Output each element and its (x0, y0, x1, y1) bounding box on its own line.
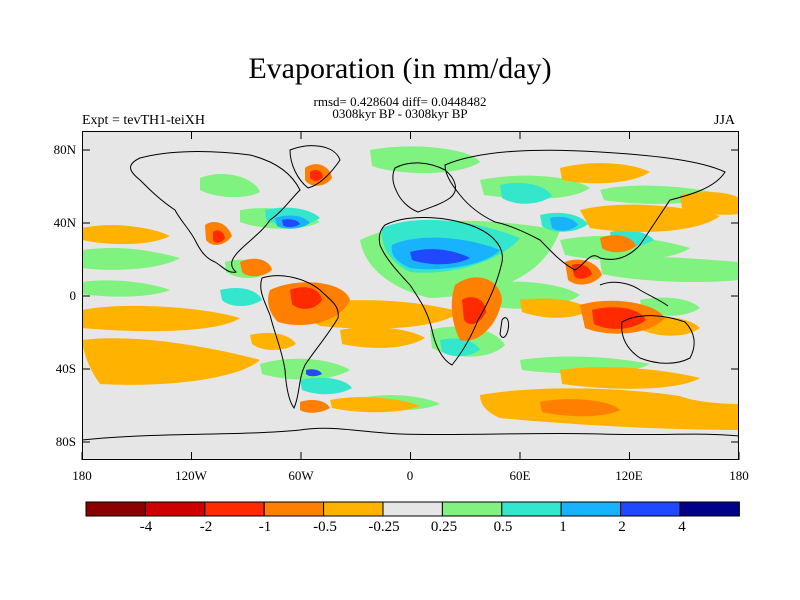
colorbar-label: -0.25 (368, 519, 400, 535)
colorbar-label: -4 (139, 519, 153, 535)
stats-subtitle: rmsd= 0.428604 diff= 0.0448482 (313, 94, 487, 109)
south-america-coastline (260, 275, 339, 409)
africa-coastline (378, 217, 503, 366)
colorbar-label: 4 (678, 519, 686, 535)
colorbar-label: -1 (258, 519, 272, 535)
indonesia-coastline (599, 281, 669, 307)
lon-label-120e: 120E (615, 468, 643, 483)
lon-label-60w: 60W (288, 468, 314, 483)
colorbar-label: 0.5 (493, 519, 513, 535)
season-label: JJA (714, 113, 736, 128)
colorbar-label: -0.5 (313, 519, 337, 535)
coastlines (82, 145, 739, 441)
colorbar-swatch (560, 501, 622, 517)
madagascar-coastline (499, 317, 509, 338)
colorbar-label: -2 (199, 519, 213, 535)
lat-label-80n: 80N (53, 142, 76, 157)
colorbar-label: 0.25 (430, 519, 458, 535)
colorbar-swatch (501, 501, 562, 517)
colorbar-label: 2 (618, 519, 626, 535)
axis-ticks (81, 131, 740, 460)
anomaly-patches-darkblue (282, 219, 470, 377)
antarctica-coastline (82, 427, 739, 441)
colorbar-swatch (85, 501, 146, 517)
lat-label-0: 0 (69, 288, 77, 303)
anomaly-field (82, 131, 739, 460)
chart-title: Evaporation (in mm/day) (248, 52, 552, 85)
lon-label-60e: 60E (509, 468, 531, 483)
lon-label-180e: 180 (729, 468, 749, 483)
experiment-label: Expt = tevTH1-teiXH (82, 113, 205, 128)
greenland-coastline (289, 145, 341, 189)
lon-label-180w: 180 (72, 468, 92, 483)
lon-label-120w: 120W (175, 468, 207, 483)
europe-coastline (392, 162, 456, 213)
period-subtitle: 0308kyr BP - 0308kyr BP (332, 106, 468, 121)
colorbar-swatch (144, 501, 206, 517)
colorbar-swatch (263, 501, 325, 517)
lon-label-0: 0 (406, 468, 414, 483)
colorbar-swatch (441, 501, 503, 517)
colorbar-swatch (679, 501, 740, 517)
colorbar-swatch (323, 501, 384, 517)
north-america-coastline (130, 151, 301, 273)
colorbar-swatch (204, 501, 265, 517)
lat-label-40n: 40N (53, 215, 76, 230)
colorbar (85, 501, 740, 517)
lat-label-80s: 80S (55, 434, 76, 449)
colorbar-swatch (620, 501, 681, 517)
lat-label-40s: 40S (55, 361, 76, 376)
anomaly-patches-yellow (82, 163, 739, 430)
asia-coastline (444, 149, 726, 271)
colorbar-label: 1 (559, 519, 567, 535)
australia-coastline (621, 315, 695, 364)
colorbar-swatch (382, 501, 443, 517)
map-frame (82, 131, 739, 460)
